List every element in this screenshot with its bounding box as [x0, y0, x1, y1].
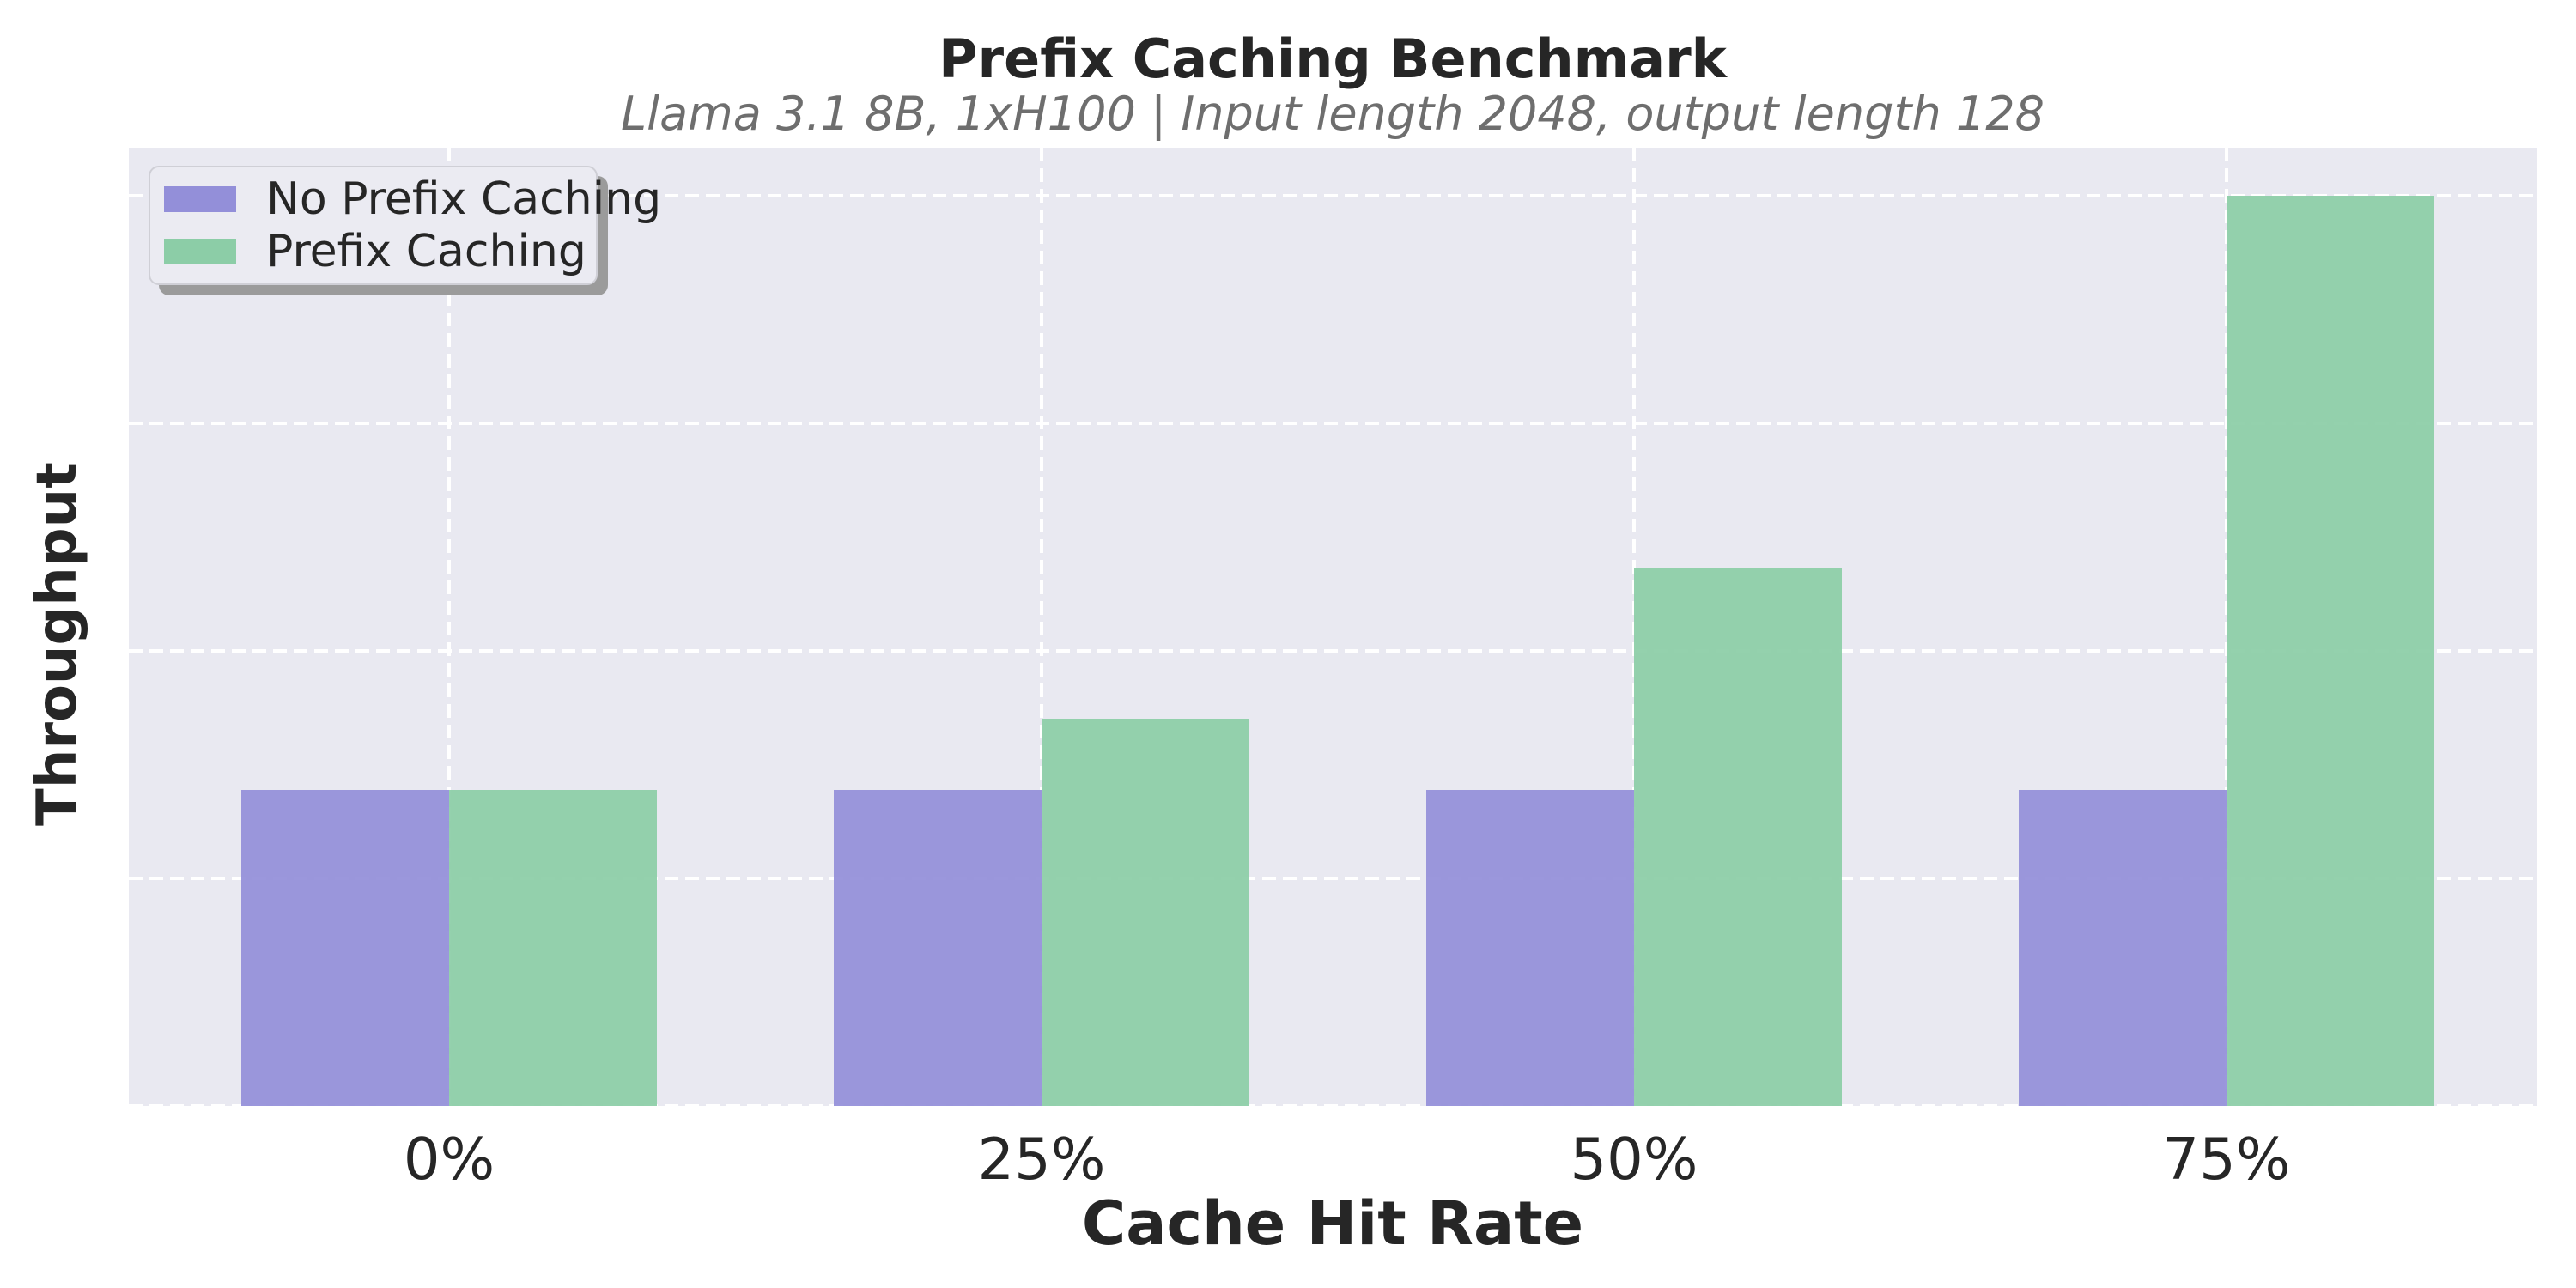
x-tick-label-75pct: 75% — [2162, 1126, 2291, 1193]
chart-title: Prefix Caching Benchmark — [939, 27, 1727, 90]
chart-subtitle: Llama 3.1 8B, 1xH100 | Input length 2048… — [621, 87, 2044, 141]
bar-prefix-caching-50pct — [1634, 568, 1842, 1106]
y-axis-label: Throughput — [26, 462, 89, 826]
legend-label-prefix-caching: Prefix Caching — [266, 226, 586, 278]
legend-item-prefix-caching: Prefix Caching — [164, 226, 587, 279]
gridline-horizontal — [129, 1104, 2537, 1106]
x-tick-label-50pct: 50% — [1570, 1126, 1698, 1193]
bar-no-prefix-caching-0pct — [241, 790, 449, 1106]
x-tick-label-25pct: 25% — [977, 1126, 1106, 1193]
bar-prefix-caching-0pct — [449, 790, 657, 1106]
bar-prefix-caching-75pct — [2227, 196, 2434, 1106]
bar-prefix-caching-25pct — [1042, 719, 1249, 1106]
x-tick-label-0pct: 0% — [403, 1126, 495, 1193]
legend-item-no-prefix-caching: No Prefix Caching — [164, 173, 661, 226]
legend-swatch-prefix-caching — [164, 239, 236, 265]
gridline-vertical-25pct — [1040, 148, 1043, 1106]
gridline-horizontal — [129, 193, 2537, 197]
legend: No Prefix Caching Prefix Caching — [149, 166, 661, 285]
bar-no-prefix-caching-50pct — [1426, 790, 1634, 1106]
bar-no-prefix-caching-75pct — [2019, 790, 2227, 1106]
gridline-vertical-0pct — [447, 148, 451, 1106]
legend-label-no-prefix-caching: No Prefix Caching — [266, 173, 662, 225]
legend-swatch-no-prefix-caching — [164, 185, 236, 212]
bar-no-prefix-caching-25pct — [834, 790, 1042, 1106]
plot-area — [129, 148, 2537, 1106]
gridline-horizontal — [129, 876, 2537, 880]
gridline-horizontal — [129, 648, 2537, 653]
x-axis-label: Cache Hit Rate — [1081, 1188, 1584, 1259]
gridline-horizontal — [129, 421, 2537, 425]
